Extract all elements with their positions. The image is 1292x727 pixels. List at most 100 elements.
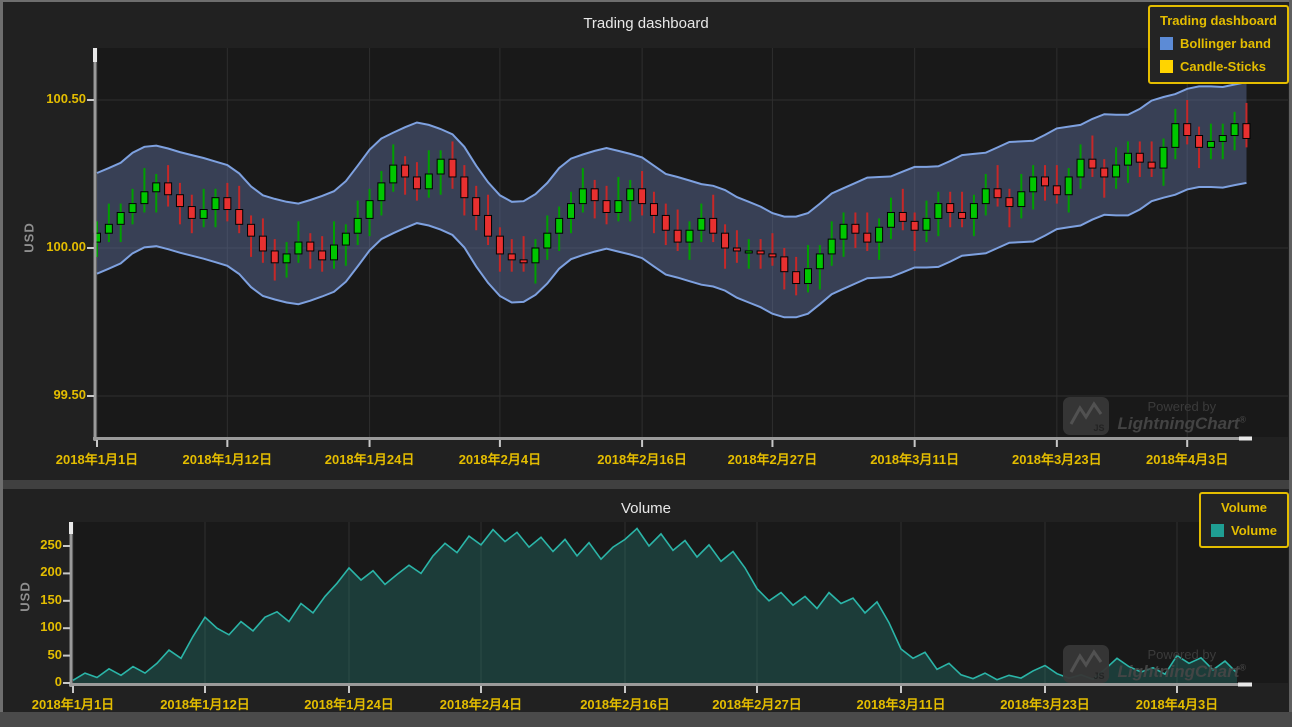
- candlestick-body: [922, 217, 931, 231]
- legend-entry-label: Bollinger band: [1179, 36, 1271, 51]
- candlestick-body: [969, 203, 978, 219]
- brand-text: LightningChart®: [1117, 661, 1246, 681]
- candlestick-body: [519, 259, 528, 264]
- legend-entry-label: Candle-Sticks: [1179, 59, 1266, 74]
- y-tick-label: 100.50: [46, 91, 86, 106]
- x-tick-label: 2018年3月11日: [870, 452, 960, 467]
- x-tick-label: 2018年4月3日: [1145, 452, 1229, 467]
- y-tick-label: 200: [40, 564, 62, 580]
- y-tick-label: 0: [54, 674, 62, 689]
- candlestick-body: [661, 214, 670, 231]
- y-tick-label: 50: [47, 646, 62, 662]
- legend-entry-volume[interactable]: Volume: [1211, 523, 1277, 538]
- candlestick-body: [116, 211, 125, 225]
- candlestick-body: [934, 203, 943, 219]
- candlestick-body: [341, 232, 350, 246]
- window-frame-left: [0, 0, 3, 712]
- candlestick-body: [1183, 123, 1192, 137]
- candlestick-body: [1242, 123, 1251, 139]
- legend-entry-candle-sticks[interactable]: Candle-Sticks: [1159, 59, 1277, 74]
- x-tick-label: 2018年1月24日: [304, 697, 394, 712]
- legend-entry-bollinger-band[interactable]: Bollinger band: [1159, 36, 1277, 51]
- candle-sticks-swatch-icon: [1159, 60, 1173, 73]
- trading-chart-canvas[interactable]: [0, 2, 1292, 480]
- candlestick-body: [235, 209, 244, 225]
- candlestick-body: [294, 241, 303, 255]
- trading-legend[interactable]: Trading dashboard Bollinger band Candle-…: [1147, 5, 1289, 84]
- candlestick-body: [1195, 135, 1204, 148]
- candlestick-body: [164, 182, 173, 196]
- candlestick-body: [875, 226, 884, 243]
- candlestick-body: [638, 188, 647, 205]
- candlestick-body: [555, 217, 564, 234]
- candlestick-body: [792, 271, 801, 285]
- x-tick-label: 2018年3月23日: [1000, 697, 1090, 712]
- lightningchart-watermark: JS Powered by LightningChart®: [1062, 397, 1246, 435]
- volume-chart-panel: Volume USD Volume Volume JS Powered by L…: [0, 489, 1292, 712]
- candlestick-body: [199, 209, 208, 219]
- candlestick-body: [175, 194, 184, 208]
- candlestick-body: [306, 241, 315, 252]
- candlestick-body: [472, 197, 481, 216]
- x-tick-label: 2018年2月27日: [727, 452, 818, 467]
- candlestick-body: [531, 247, 540, 264]
- candlestick-body: [1230, 123, 1239, 137]
- x-tick-label: 2018年2月4日: [439, 697, 523, 712]
- volume-legend-title: Volume: [1221, 500, 1267, 515]
- candlestick-body: [1123, 152, 1132, 166]
- registered-mark: ®: [1239, 413, 1246, 424]
- candlestick-body: [863, 232, 872, 243]
- candlestick-body: [981, 188, 990, 205]
- candlestick-body: [839, 223, 848, 240]
- lightningchart-logo-icon: JS: [1062, 645, 1109, 683]
- candlestick-body: [401, 164, 410, 178]
- candlestick-body: [495, 235, 504, 255]
- candlestick-body: [804, 268, 812, 285]
- candlestick-body: [673, 229, 682, 243]
- candlestick-body: [1041, 176, 1049, 187]
- window-frame-top: [0, 0, 1292, 2]
- candlestick-body: [365, 200, 374, 219]
- panel-divider: [0, 480, 1292, 489]
- y-tick-label: 150: [40, 591, 62, 607]
- y-tick-label: 99.50: [53, 387, 86, 402]
- candlestick-body: [602, 200, 611, 213]
- candlestick-body: [353, 217, 362, 234]
- candlestick-body: [1088, 158, 1097, 169]
- candlestick-body: [578, 188, 587, 205]
- candlestick-body: [187, 206, 196, 219]
- candlestick-body: [697, 217, 706, 231]
- candlestick-body: [104, 223, 113, 234]
- candlestick-body: [721, 232, 730, 249]
- candlestick-body: [768, 253, 777, 258]
- candlestick-body: [424, 173, 433, 190]
- candlestick-body: [744, 250, 753, 254]
- watermark-text: Powered by LightningChart®: [1118, 647, 1246, 682]
- x-tick-label: 2018年2月4日: [458, 452, 542, 467]
- js-label: JS: [1093, 423, 1105, 433]
- bollinger-lower-line: [96, 181, 1247, 319]
- candlestick-body: [815, 253, 824, 270]
- candlestick-body: [543, 232, 552, 249]
- candlestick-body: [448, 158, 457, 178]
- trading-chart-panel: Trading dashboard USD Trading dashboard …: [0, 2, 1292, 480]
- js-label: JS: [1093, 671, 1105, 681]
- candlestick-body: [1052, 185, 1061, 196]
- candlestick-body: [1100, 167, 1109, 178]
- candlestick-body: [211, 197, 220, 211]
- candlestick-body: [258, 235, 267, 252]
- bollinger-band-swatch-icon: [1159, 37, 1173, 50]
- x-tick-label: 2018年1月1日: [55, 452, 139, 467]
- candlestick-body: [946, 203, 955, 213]
- candlestick-body: [507, 253, 516, 261]
- volume-line: [72, 527, 1238, 681]
- candlestick-body: [1112, 164, 1121, 178]
- powered-by-text: Powered by: [1147, 646, 1217, 662]
- volume-legend[interactable]: Volume Volume: [1199, 492, 1289, 548]
- trading-legend-title: Trading dashboard: [1159, 13, 1277, 28]
- candlestick-body: [1029, 176, 1038, 193]
- brand-text: LightningChart®: [1117, 413, 1246, 433]
- candlestick-body: [270, 250, 279, 264]
- bollinger-upper-line: [96, 81, 1247, 218]
- candlestick-body: [330, 244, 338, 261]
